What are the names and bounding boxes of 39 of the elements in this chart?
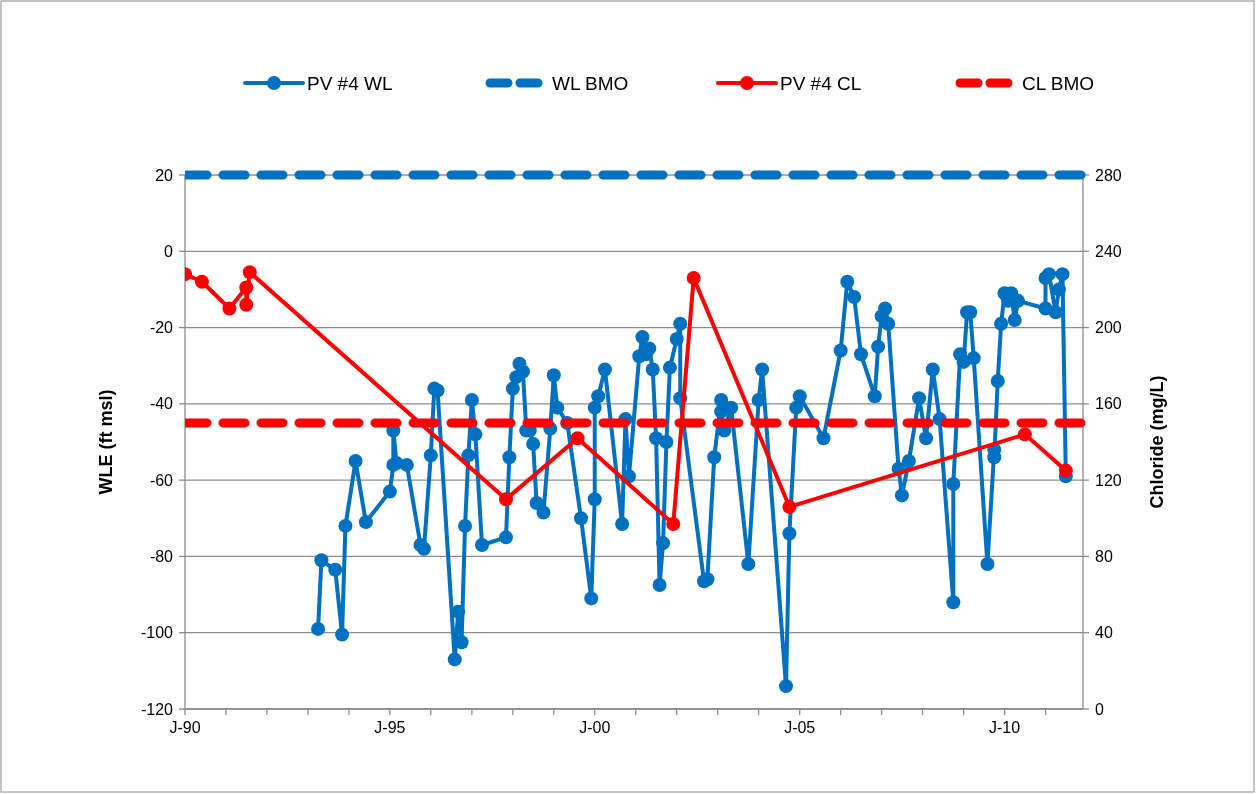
y2-tick-label: 280 bbox=[1095, 166, 1122, 184]
x-tick-label: J-05 bbox=[784, 719, 816, 736]
point bbox=[239, 280, 254, 295]
point bbox=[1058, 463, 1073, 478]
legend-label: PV #4 WL bbox=[307, 72, 393, 94]
x-tick-label: J-95 bbox=[374, 719, 406, 736]
y-tick-label: -80 bbox=[149, 548, 174, 566]
point bbox=[570, 431, 585, 446]
y-tick-label: -20 bbox=[149, 319, 174, 337]
point bbox=[194, 274, 209, 289]
x-tick-label: J-00 bbox=[579, 719, 611, 736]
point bbox=[222, 301, 237, 316]
y-axis-title: WLE (ft msl) bbox=[96, 389, 116, 495]
x-tick-label: J-90 bbox=[169, 719, 201, 736]
y2-tick-label: 160 bbox=[1095, 395, 1122, 413]
y-tick-label: -40 bbox=[149, 395, 174, 413]
point bbox=[666, 517, 681, 532]
y2-axis-title: Chloride (mg/L) bbox=[1147, 375, 1167, 509]
y2-tick-label: 0 bbox=[1095, 700, 1104, 718]
legend-label: PV #4 CL bbox=[780, 72, 862, 94]
point bbox=[498, 492, 513, 507]
legend-label: WL BMO bbox=[552, 72, 629, 94]
y-tick-label: -100 bbox=[140, 624, 174, 642]
x-tick-label: J-10 bbox=[989, 719, 1021, 736]
y2-tick-label: 40 bbox=[1095, 624, 1113, 642]
point bbox=[686, 270, 701, 285]
y2-tick-label: 200 bbox=[1095, 319, 1122, 337]
point bbox=[1017, 427, 1032, 442]
point bbox=[782, 499, 797, 514]
y-tick-label: 0 bbox=[164, 242, 174, 260]
legend-label: CL BMO bbox=[1022, 72, 1095, 94]
y-tick-label: -120 bbox=[140, 700, 174, 718]
y-tick-label: -60 bbox=[149, 471, 174, 489]
point bbox=[239, 297, 254, 312]
y2-tick-label: 120 bbox=[1095, 471, 1122, 489]
y-tick-label: 20 bbox=[155, 166, 174, 184]
point bbox=[242, 265, 257, 280]
y2-tick-label: 240 bbox=[1095, 242, 1122, 260]
y2-tick-label: 80 bbox=[1095, 548, 1113, 566]
